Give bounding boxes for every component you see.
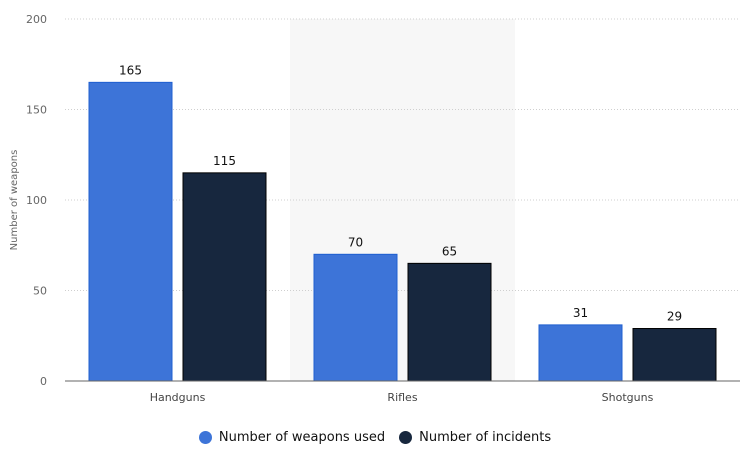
data-label: 65 [442, 244, 457, 258]
bar-chart: 0 50 100 150 200 Number of weapons 165 115 Handg… [9, 13, 740, 404]
y-tick-label: 100 [26, 194, 47, 207]
bar-handguns-0 [88, 81, 173, 382]
y-tick-label: 50 [33, 285, 47, 298]
bar-shotguns-1 [632, 328, 717, 382]
y-axis-title: Number of weapons [9, 150, 20, 251]
data-label: 70 [348, 235, 363, 249]
bar-handguns-1 [182, 172, 267, 382]
y-tick-label: 0 [40, 375, 47, 388]
bar-rifles-0 [313, 253, 398, 382]
data-label: 31 [573, 306, 588, 320]
legend-marker [198, 431, 212, 444]
legend-label: Number of incidents [419, 430, 552, 445]
data-label: 29 [667, 310, 682, 324]
bar-rifles-1 [407, 262, 492, 382]
legend: Number of weapons used Number of inciden… [0, 430, 750, 445]
legend-marker [399, 431, 413, 444]
x-tick-label: Handguns [150, 391, 206, 404]
x-tick-label: Rifles [387, 391, 417, 404]
legend-item-weapons-used[interactable]: Number of weapons used [198, 430, 386, 445]
data-label: 165 [119, 63, 142, 77]
legend-label: Number of weapons used [218, 430, 386, 445]
y-tick-label: 200 [26, 13, 47, 26]
x-tick-label: Shotguns [602, 391, 654, 404]
y-tick-label: 150 [26, 104, 47, 117]
bar-shotguns-0 [538, 324, 623, 382]
data-label: 115 [213, 154, 236, 168]
legend-item-incidents[interactable]: Number of incidents [399, 430, 551, 445]
